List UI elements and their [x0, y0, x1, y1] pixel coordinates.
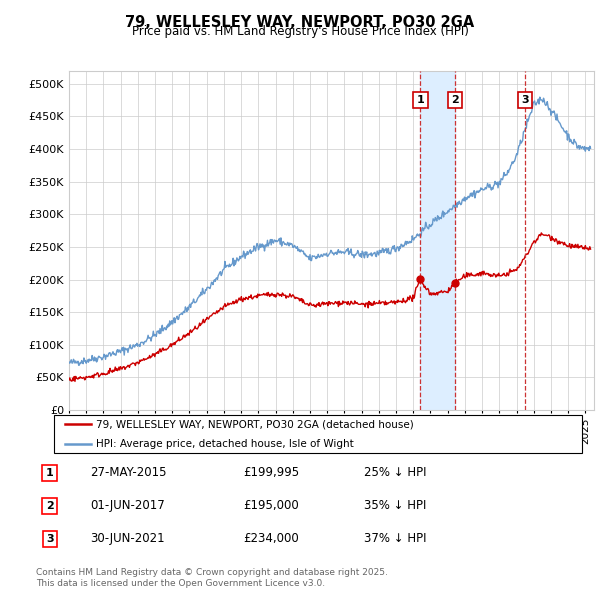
- Text: Contains HM Land Registry data © Crown copyright and database right 2025.: Contains HM Land Registry data © Crown c…: [36, 568, 388, 576]
- Text: 25% ↓ HPI: 25% ↓ HPI: [364, 466, 426, 480]
- Text: 27-MAY-2015: 27-MAY-2015: [91, 466, 167, 480]
- Text: 37% ↓ HPI: 37% ↓ HPI: [364, 532, 426, 546]
- Text: 2: 2: [46, 501, 53, 511]
- Text: This data is licensed under the Open Government Licence v3.0.: This data is licensed under the Open Gov…: [36, 579, 325, 588]
- FancyBboxPatch shape: [54, 415, 582, 453]
- Text: £234,000: £234,000: [244, 532, 299, 546]
- Text: £199,995: £199,995: [244, 466, 299, 480]
- Text: 30-JUN-2021: 30-JUN-2021: [91, 532, 165, 546]
- Text: 35% ↓ HPI: 35% ↓ HPI: [364, 499, 426, 513]
- Text: 2: 2: [451, 95, 459, 105]
- Bar: [421, 71, 455, 410]
- Text: 1: 1: [416, 95, 424, 105]
- Text: 79, WELLESLEY WAY, NEWPORT, PO30 2GA: 79, WELLESLEY WAY, NEWPORT, PO30 2GA: [125, 15, 475, 30]
- Text: 79, WELLESLEY WAY, NEWPORT, PO30 2GA (detached house): 79, WELLESLEY WAY, NEWPORT, PO30 2GA (de…: [96, 419, 414, 430]
- Text: HPI: Average price, detached house, Isle of Wight: HPI: Average price, detached house, Isle…: [96, 438, 354, 448]
- Text: 3: 3: [46, 534, 53, 544]
- Text: Price paid vs. HM Land Registry's House Price Index (HPI): Price paid vs. HM Land Registry's House …: [131, 25, 469, 38]
- Text: 3: 3: [521, 95, 529, 105]
- Text: £195,000: £195,000: [244, 499, 299, 513]
- Text: 1: 1: [46, 468, 53, 478]
- Text: 01-JUN-2017: 01-JUN-2017: [91, 499, 166, 513]
